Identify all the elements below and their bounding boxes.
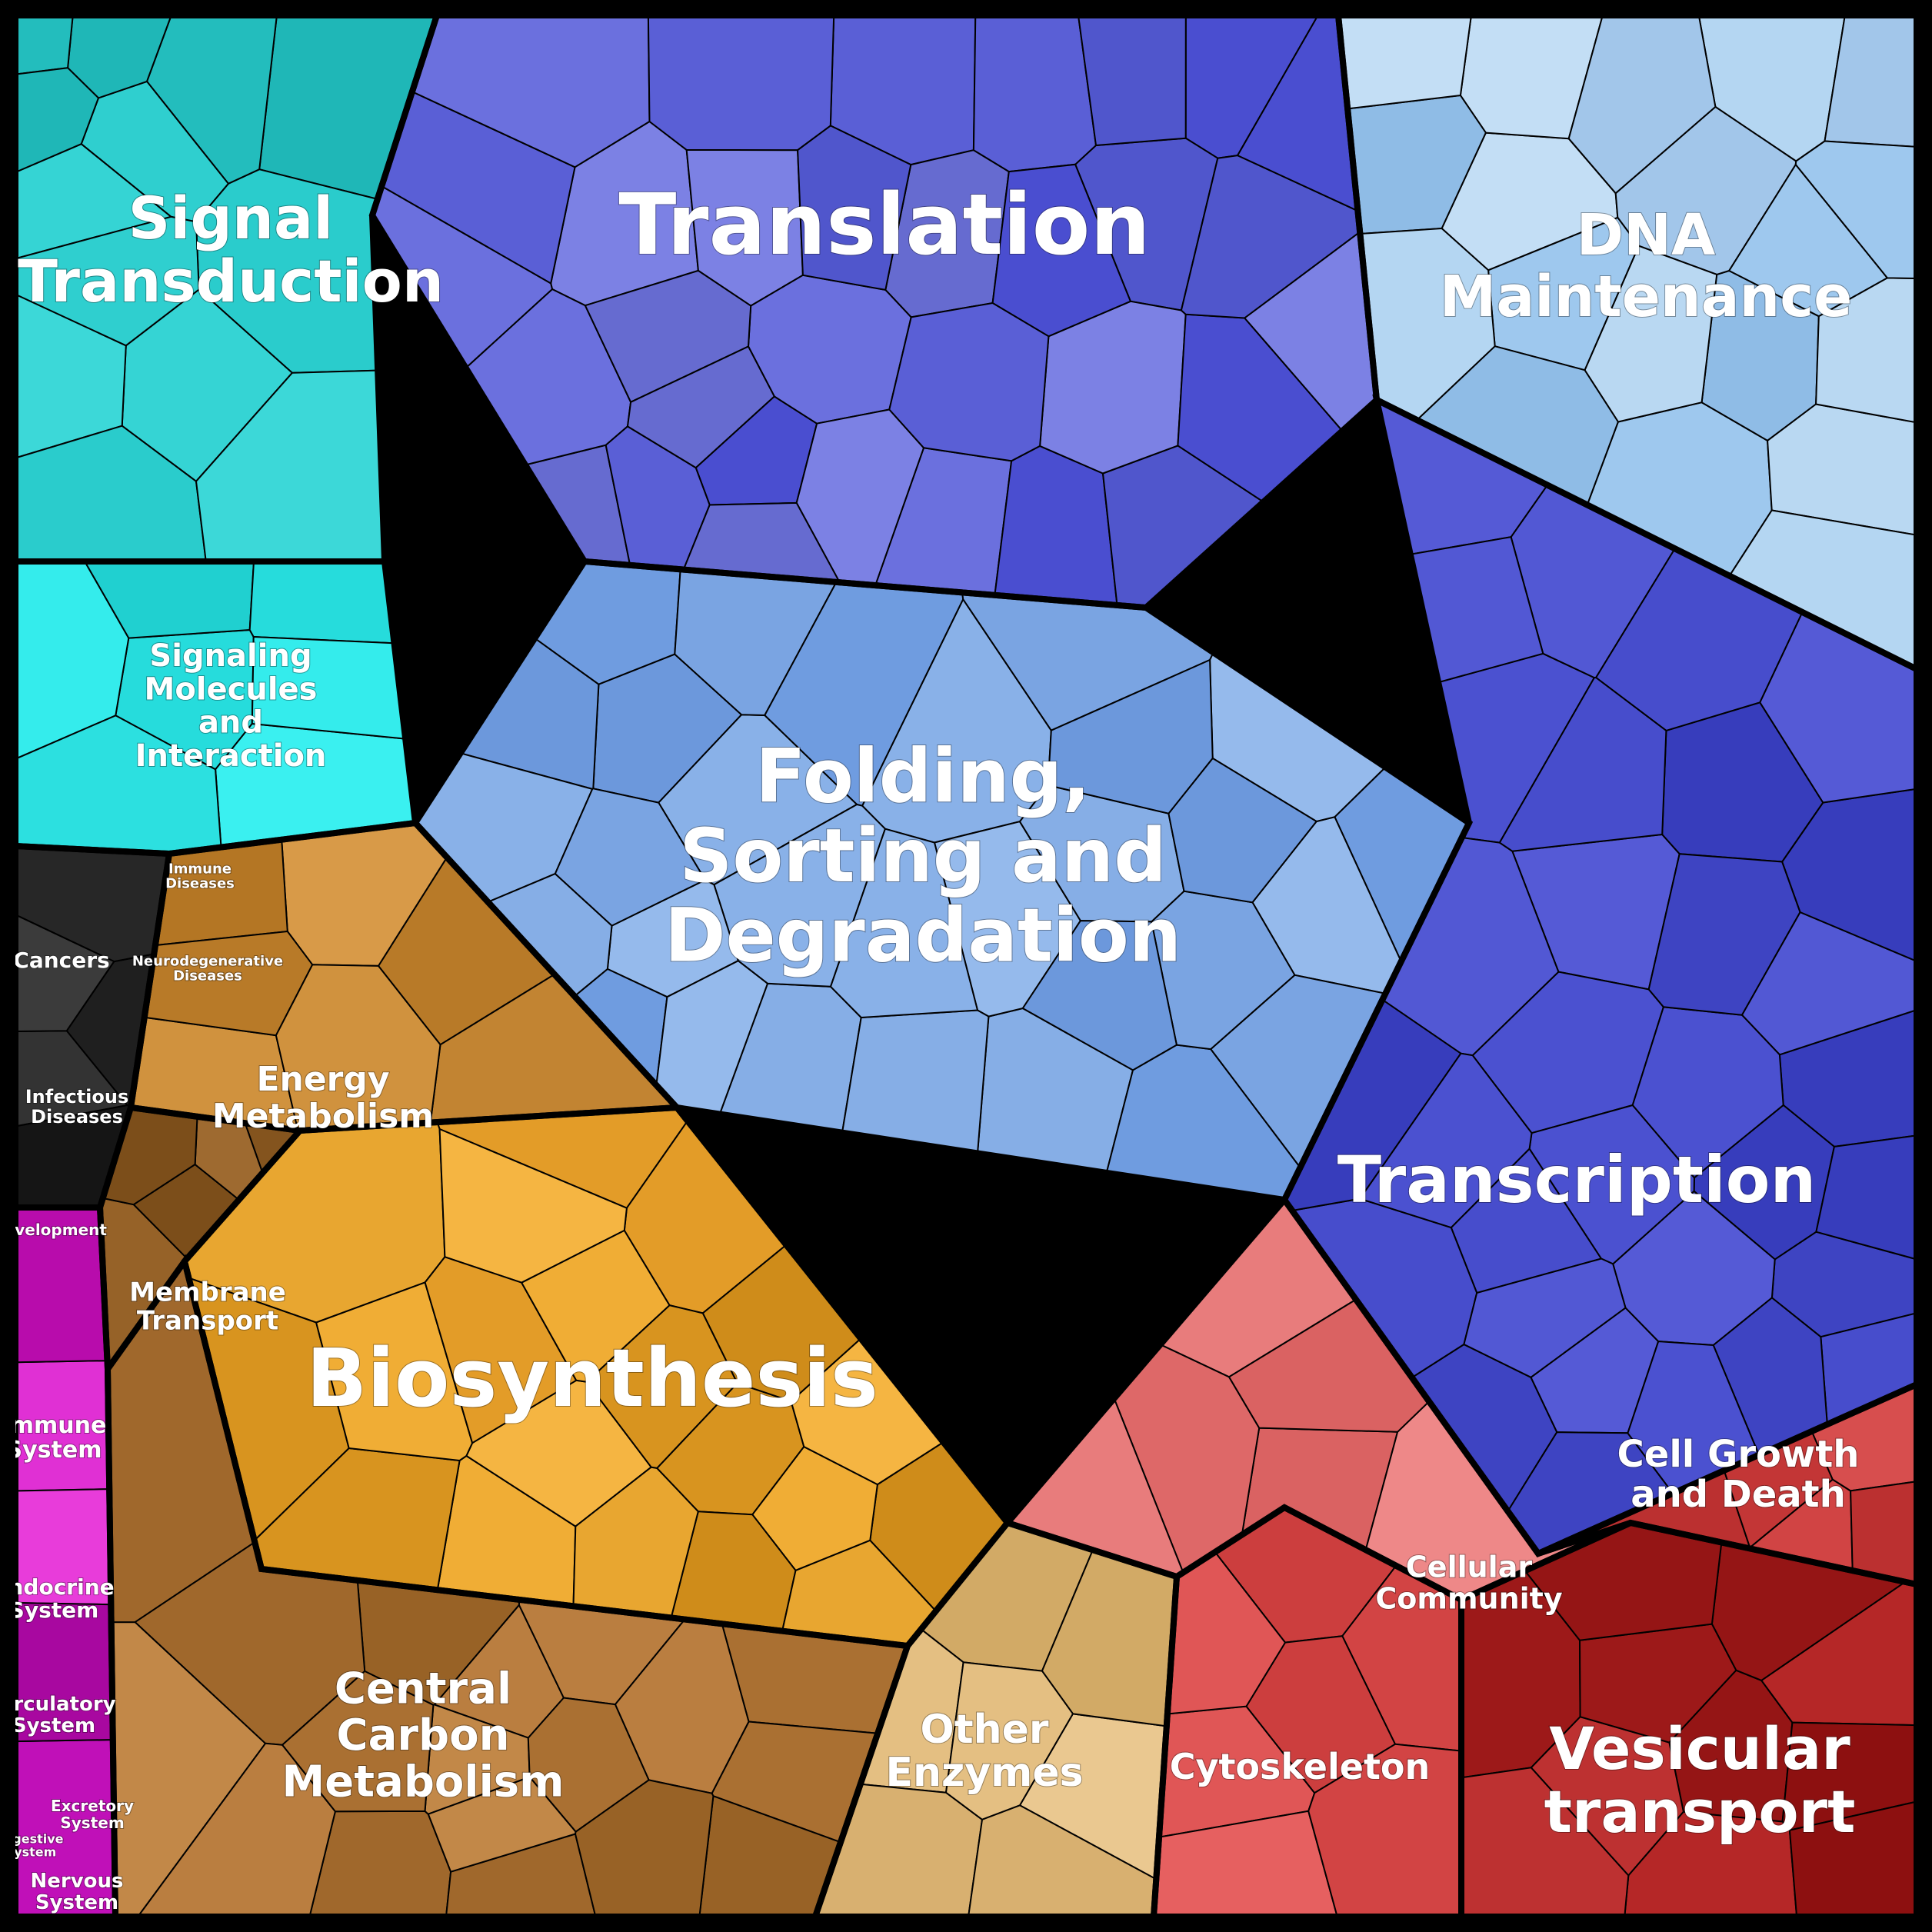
- region-label: Translation: [618, 175, 1150, 274]
- voronoi-cell: [974, 15, 1096, 172]
- region-label: ImmuneSystem: [2, 1411, 107, 1463]
- region-label: Development: [0, 1221, 107, 1239]
- voronoi-cell: [1338, 15, 1471, 108]
- voronoi-cell: [15, 15, 73, 75]
- region-label: MembraneTransport: [129, 1277, 286, 1336]
- voronoi-cell: [1850, 1481, 1917, 1584]
- region-label: Cell Growthand Death: [1617, 1433, 1860, 1516]
- region-label: Cancers: [13, 948, 109, 973]
- voronoi-treemap: TranslationDNAMaintenanceSignalTransduct…: [0, 0, 1932, 1932]
- region-label: EndocrineSystem: [0, 1574, 115, 1623]
- region-label: InfectiousDiseases: [25, 1086, 129, 1128]
- voronoi-cell: [648, 15, 834, 150]
- region-label: SignalingMoleculesandInteraction: [135, 638, 327, 774]
- region-label: ExcretorySystem: [51, 1797, 134, 1832]
- voronoi-cell: [250, 561, 395, 643]
- region-label: Vesiculartransport: [1544, 1714, 1856, 1846]
- voronoi-cell: [889, 303, 1048, 461]
- region-label: NervousSystem: [30, 1870, 123, 1914]
- region-label: Biosynthesis: [306, 1331, 878, 1425]
- voronoi-cell: [842, 1011, 988, 1154]
- voronoi-cell: [1078, 15, 1186, 145]
- region-label: Cytoskeleton: [1170, 1746, 1431, 1787]
- region-label: Transcription: [1337, 1142, 1817, 1217]
- region-label: ImmuneDiseases: [165, 861, 235, 891]
